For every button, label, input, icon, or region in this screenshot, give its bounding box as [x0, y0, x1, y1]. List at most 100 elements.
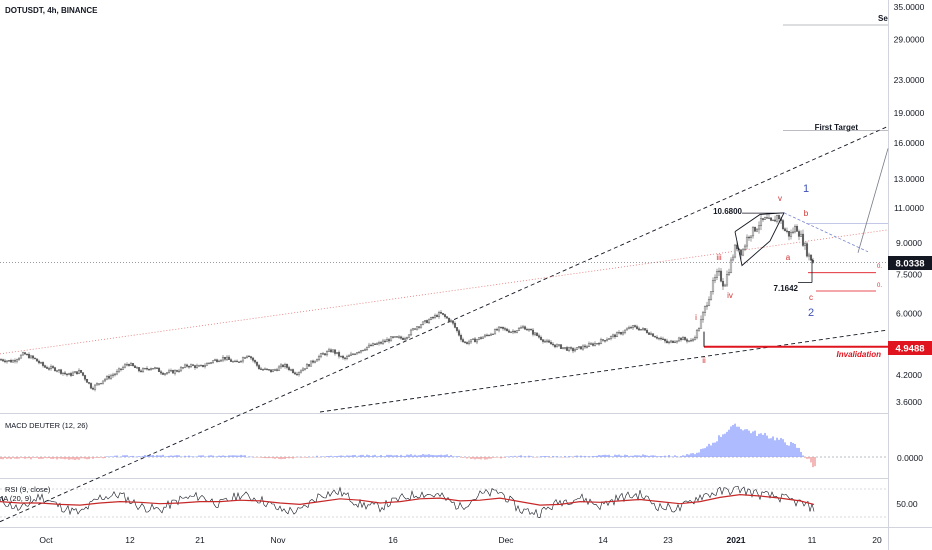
macd-bar [374, 454, 376, 457]
macd-bar [624, 454, 626, 457]
macd-bar [590, 456, 592, 458]
wedge-pattern [734, 212, 785, 267]
time-tick-label: Nov [270, 535, 286, 545]
candle-body [467, 341, 471, 344]
candle-body [283, 364, 287, 367]
candle-body [811, 260, 815, 263]
macd-bar [480, 457, 482, 460]
macd-bar [36, 457, 38, 458]
candle-body [0, 359, 3, 361]
candle-body [379, 342, 383, 344]
candle-body [621, 332, 625, 335]
candle-body [789, 232, 793, 237]
candle-body [473, 338, 477, 343]
macd-bar [364, 456, 366, 457]
candle-body [275, 369, 279, 371]
candle-body [465, 342, 469, 344]
candle-body [267, 369, 271, 371]
candle-body [565, 347, 569, 351]
time-tick-label: 12 [125, 535, 135, 545]
candle-body [219, 359, 223, 362]
macd-bar [654, 455, 656, 457]
candle-body [33, 357, 37, 360]
macd-bar [458, 456, 460, 457]
macd-bar [622, 455, 624, 457]
macd-bar [756, 435, 758, 457]
candle-body [373, 343, 377, 345]
candle-body [369, 344, 373, 347]
rsi-ma-line [0, 493, 815, 506]
candle-body [749, 235, 753, 238]
candle-body [439, 312, 443, 314]
candle-body [705, 305, 709, 307]
macd-bar [354, 454, 356, 457]
candle-body [251, 357, 255, 361]
macd-bar [236, 455, 238, 457]
candle-body [681, 337, 685, 341]
macd-bar [716, 441, 718, 457]
macd-bar [394, 455, 396, 457]
projection-line [857, 148, 889, 253]
candle-body [207, 362, 211, 364]
candle-body [31, 355, 35, 359]
candle-body [213, 359, 217, 361]
macd-bar [628, 456, 630, 457]
macd-bar [196, 456, 198, 458]
macd-bar [476, 457, 478, 459]
candle-body [23, 352, 27, 355]
candle-body [553, 344, 557, 348]
macd-bar [754, 430, 756, 457]
macd-bar [384, 456, 386, 457]
macd-bar [800, 451, 802, 457]
macd-bar [234, 455, 236, 457]
candle-body [161, 372, 165, 375]
macd-bar [472, 457, 474, 459]
candle-body [165, 372, 169, 374]
macd-bar [26, 457, 28, 459]
macd-bar [106, 456, 108, 457]
macd-bar [176, 455, 178, 457]
candle-body [331, 349, 335, 353]
macd-bar [588, 456, 590, 457]
macd-bar [494, 457, 496, 458]
candle-body [381, 340, 385, 344]
candle-body [245, 355, 249, 359]
candle-body [637, 328, 641, 331]
macd-bar [430, 454, 432, 457]
macd-bar [626, 455, 628, 457]
candle-body [367, 344, 371, 348]
candle-body [529, 329, 533, 331]
candlestick-series [0, 213, 815, 392]
candle-body [757, 225, 761, 230]
macd-bar [204, 456, 206, 457]
candle-body [199, 364, 203, 367]
macd-bar [140, 456, 142, 458]
macd-bar [210, 455, 212, 457]
candle-body [761, 218, 765, 220]
candle-body [651, 333, 655, 337]
macd-bar [370, 456, 372, 457]
candle-body [625, 328, 629, 331]
candle-body [277, 366, 281, 371]
invalidation-badge [888, 341, 932, 355]
candle-body [645, 329, 649, 334]
macd-bar [174, 455, 176, 457]
candle-body [403, 338, 407, 340]
macd-bar [356, 456, 358, 458]
candle-body [495, 329, 499, 331]
macd-bar [644, 454, 646, 457]
candle-body [599, 339, 603, 345]
macd-bar [760, 433, 762, 457]
macd-bar [42, 457, 44, 459]
macd-bar [352, 455, 354, 457]
macd-bar [528, 455, 530, 457]
rsi-panel [0, 485, 888, 518]
macd-bar [228, 455, 230, 457]
candle-body [359, 350, 363, 353]
candle-body [685, 339, 689, 342]
macd-bar [720, 436, 722, 457]
candle-body [773, 219, 777, 222]
candle-body [107, 376, 111, 379]
candle-body [305, 364, 309, 369]
